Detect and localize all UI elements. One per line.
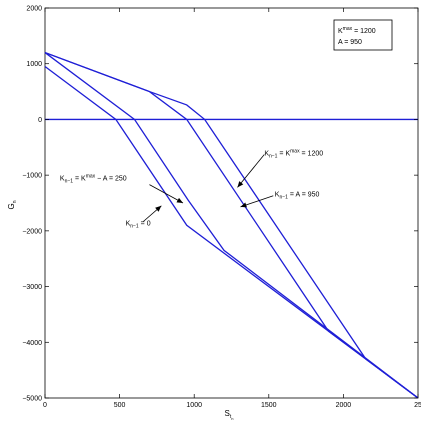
annotation-k950: Kn−1 = A = 950 [275, 191, 320, 200]
plot-area [44, 7, 419, 399]
annotation-arrow-k250 [149, 184, 184, 204]
annotation-arrowhead-k250 [176, 197, 184, 203]
x-tick-label-1: 500 [114, 402, 126, 409]
x-tick-label-3: 1500 [261, 402, 277, 409]
y-tick-label-7: −5000 [22, 396, 42, 403]
annotation-arrowhead-k0 [155, 205, 162, 212]
ticks-layer: 0 500 1000 1500 2000 25 2000 1000 0 −1000 −2000 −30… [22, 6, 421, 410]
legend-frame [333, 19, 393, 51]
series-line-4 [44, 51, 419, 399]
series-layer [44, 51, 419, 399]
x-tick-label-0: 0 [43, 402, 47, 409]
y-tick-label-6: −4000 [22, 340, 42, 347]
annotation-k250: Kn−1 = Kmax − A = 250 [60, 174, 127, 185]
annotation-arrowhead-k1200 [237, 181, 244, 188]
legend-line-1: Kmax = 1200 [338, 26, 376, 35]
y-tick-label-2: 0 [38, 117, 42, 124]
x-tick-label-2: 1000 [186, 402, 202, 409]
x-tick-label-5: 25 [414, 402, 421, 409]
annotation-layer: Kn−1 = Kmax = 1200 Kn−1 = A = 950 Kn−1 = K… [60, 149, 323, 230]
y-tick-label-3: −1000 [22, 173, 42, 180]
annotation-k0: Kn−1 = 0 [126, 220, 151, 229]
legend-box: Kmax = 1200 A = 950 [333, 19, 393, 51]
series-line-1 [44, 65, 419, 399]
y-tick-label-5: −3000 [22, 284, 42, 291]
y-axis-label: Gn [7, 200, 18, 209]
annotation-k1200: Kn−1 = Kmax = 1200 [264, 149, 323, 160]
x-tick-label-4: 2000 [336, 402, 352, 409]
series-line-2 [44, 52, 419, 399]
y-tick-label-1: 1000 [26, 61, 42, 68]
annotation-arrowhead-k950 [240, 202, 247, 208]
legend-line-2: A = 950 [338, 39, 362, 46]
x-axis-label: Stn [225, 409, 234, 421]
y-tick-label-0: 2000 [26, 6, 42, 13]
y-tick-label-4: −2000 [22, 228, 42, 235]
annotation-arrow-k1200 [237, 154, 265, 188]
